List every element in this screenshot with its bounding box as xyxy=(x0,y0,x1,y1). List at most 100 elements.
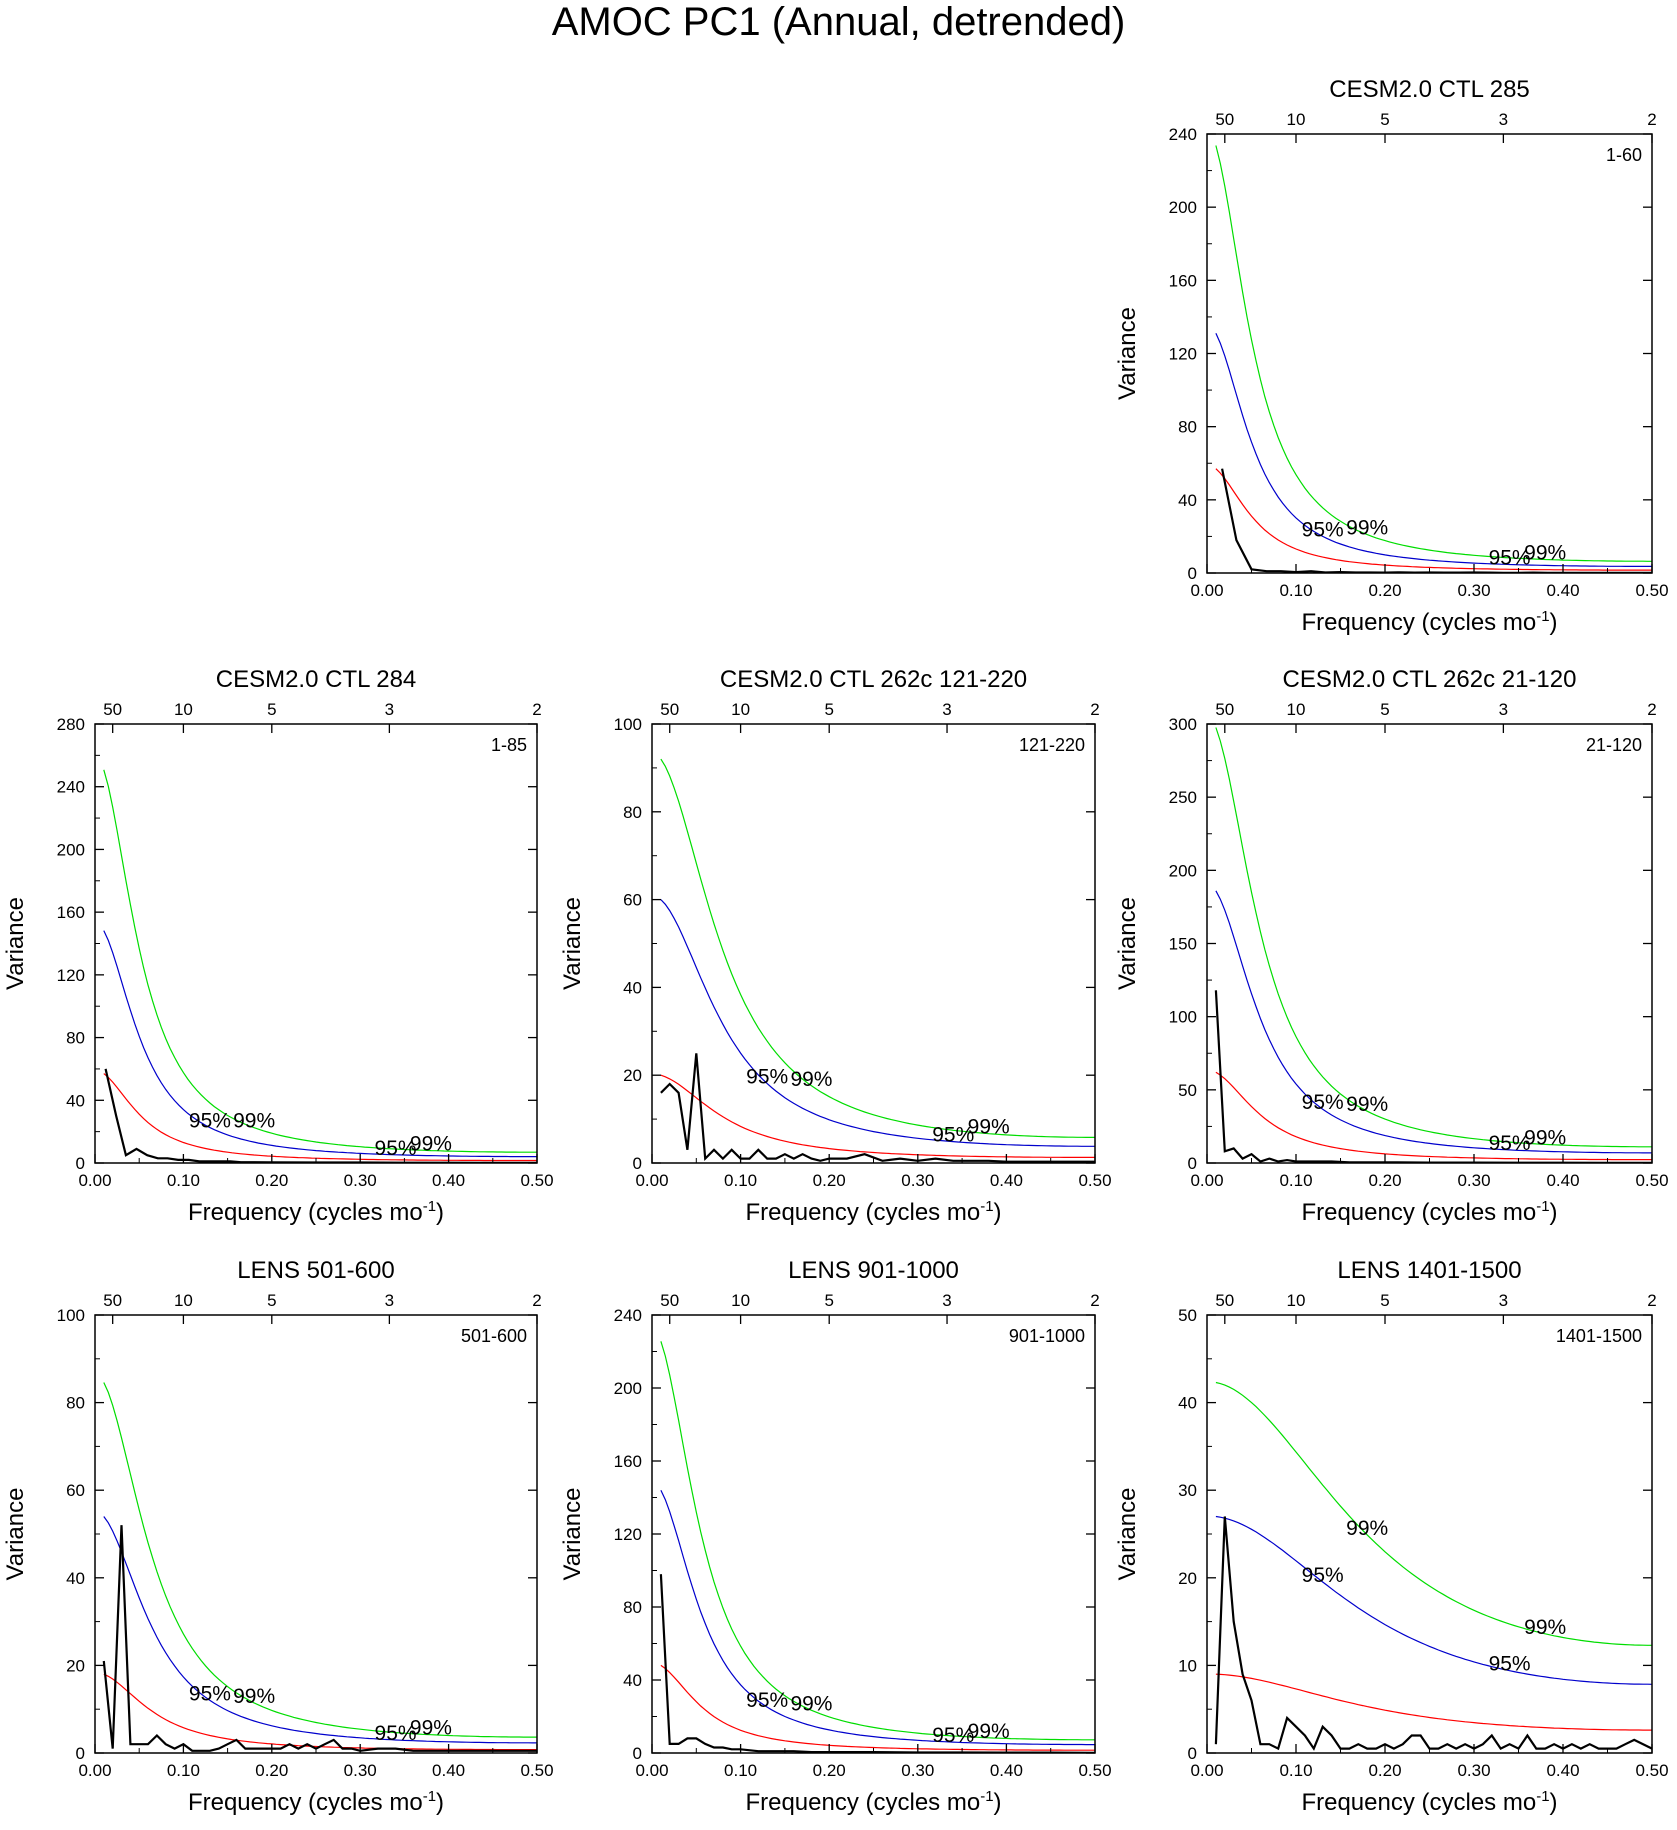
plot-frame xyxy=(1206,723,1653,1164)
y-tick-label: 160 xyxy=(614,1452,642,1471)
y-tick-label: 0 xyxy=(1188,564,1197,583)
x-tick-label: 0.50 xyxy=(1078,1171,1111,1190)
top-tick-label: 10 xyxy=(1287,110,1306,129)
y-tick-label: 240 xyxy=(614,1306,642,1325)
ci99-label: 99% xyxy=(968,1720,1010,1743)
x-tick-label: 0.00 xyxy=(78,1171,111,1190)
y-tick-label: 280 xyxy=(57,715,85,734)
x-tick-label: 0.40 xyxy=(432,1171,465,1190)
panel-title: CESM2.0 CTL 284 xyxy=(216,666,417,693)
ci95-label: 95% xyxy=(932,1724,974,1747)
red-noise-curve xyxy=(660,1074,1095,1159)
ci95-curve xyxy=(103,930,537,1158)
top-tick-label: 2 xyxy=(1090,1291,1099,1310)
top-tick-label: 3 xyxy=(385,700,394,719)
y-tick-label: 120 xyxy=(57,966,85,985)
ci99-label: 99% xyxy=(410,1717,452,1740)
y-tick-label: 50 xyxy=(1178,1306,1197,1325)
ci95-label: 95% xyxy=(1302,518,1344,541)
top-tick-label: 5 xyxy=(1380,700,1389,719)
spectrum-line xyxy=(104,1068,537,1163)
ci95-curve xyxy=(1215,332,1652,568)
x-tick-label: 0.50 xyxy=(1635,581,1668,600)
x-axis-label: Frequency (cycles mo-1) xyxy=(1301,608,1557,636)
ci99-label: 99% xyxy=(1524,1616,1566,1639)
plot-area xyxy=(1215,145,1652,573)
plot-frame xyxy=(94,1314,538,1754)
x-tick-label: 0.40 xyxy=(990,1171,1023,1190)
top-tick-label: 50 xyxy=(1215,110,1234,129)
y-tick-label: 100 xyxy=(1169,1008,1197,1027)
plot-area xyxy=(660,758,1095,1163)
x-tick-label: 0.50 xyxy=(1078,1761,1111,1780)
y-axis-label: Variance xyxy=(2,1488,29,1581)
ci99-label: 99% xyxy=(1346,1093,1388,1116)
x-tick-label: 0.30 xyxy=(344,1171,377,1190)
ci99-curve xyxy=(1215,727,1652,1148)
x-tick-label: 0.20 xyxy=(813,1171,846,1190)
x-axis-label: Frequency (cycles mo-1) xyxy=(1301,1198,1557,1226)
top-tick-label: 10 xyxy=(731,700,750,719)
x-tick-label: 0.10 xyxy=(1279,1171,1312,1190)
y-tick-label: 120 xyxy=(614,1525,642,1544)
x-tick-label: 0.30 xyxy=(1457,1761,1490,1780)
y-tick-label: 40 xyxy=(1178,1394,1197,1413)
panel-lens1401: LENS 1401-1500 95% 99% 95% 99% 0 10 20 30 40 50 0.0… xyxy=(1114,1257,1669,1816)
ci99-label: 99% xyxy=(790,1068,832,1091)
y-tick-label: 0 xyxy=(1188,1154,1197,1173)
top-tick-label: 10 xyxy=(1287,1291,1306,1310)
ci99-label: 99% xyxy=(233,1110,275,1133)
x-axis-label: Frequency (cycles mo-1) xyxy=(188,1788,444,1816)
ci95-curve xyxy=(660,899,1095,1147)
x-tick-label: 0.30 xyxy=(1457,1171,1490,1190)
y-tick-label: 60 xyxy=(66,1481,85,1500)
y-tick-label: 200 xyxy=(57,840,85,859)
y-tick-label: 60 xyxy=(623,891,642,910)
y-tick-label: 80 xyxy=(623,803,642,822)
x-tick-label: 0.50 xyxy=(520,1761,553,1780)
x-tick-label: 0.50 xyxy=(1635,1171,1668,1190)
y-tick-label: 0 xyxy=(633,1744,642,1763)
ci95-label: 95% xyxy=(746,1066,788,1089)
y-tick-label: 200 xyxy=(614,1379,642,1398)
ci95-label: 95% xyxy=(375,1137,417,1160)
spectrum-line xyxy=(102,1525,537,1752)
y-axis-label: Variance xyxy=(1114,1488,1141,1581)
ci99-curve xyxy=(103,1382,537,1738)
red-noise-curve xyxy=(1215,468,1652,571)
y-tick-label: 0 xyxy=(76,1154,85,1173)
y-tick-label: 10 xyxy=(1178,1656,1197,1675)
top-tick-label: 50 xyxy=(103,1291,122,1310)
x-tick-label: 0.20 xyxy=(1368,581,1401,600)
y-tick-label: 300 xyxy=(1169,715,1197,734)
panel-title: CESM2.0 CTL 262c 21-120 xyxy=(1283,666,1577,693)
spectrum-line xyxy=(1221,468,1652,573)
x-tick-label: 0.00 xyxy=(78,1761,111,1780)
top-tick-label: 3 xyxy=(942,1291,951,1310)
plot-area xyxy=(1214,1381,1652,1751)
panel-range-label: 21-120 xyxy=(1586,735,1642,755)
y-tick-label: 40 xyxy=(66,1091,85,1110)
ci99-label: 99% xyxy=(1524,1126,1566,1149)
x-tick-label: 0.30 xyxy=(901,1171,934,1190)
red-noise-curve xyxy=(103,1673,537,1751)
y-tick-label: 20 xyxy=(1178,1569,1197,1588)
x-tick-label: 0.10 xyxy=(1279,581,1312,600)
x-tick-label: 0.40 xyxy=(990,1761,1023,1780)
top-tick-label: 10 xyxy=(731,1291,750,1310)
y-tick-label: 80 xyxy=(66,1029,85,1048)
ci95-label: 95% xyxy=(375,1722,417,1745)
ci95-label: 95% xyxy=(932,1124,974,1147)
y-axis-label: Variance xyxy=(1114,897,1141,990)
x-tick-label: 0.00 xyxy=(1190,1761,1223,1780)
x-tick-label: 0.20 xyxy=(1368,1761,1401,1780)
x-tick-label: 0.40 xyxy=(1546,581,1579,600)
ci95-curve xyxy=(1215,1515,1652,1685)
y-tick-label: 160 xyxy=(57,903,85,922)
plot-area xyxy=(102,1382,537,1752)
x-tick-label: 0.00 xyxy=(635,1171,668,1190)
